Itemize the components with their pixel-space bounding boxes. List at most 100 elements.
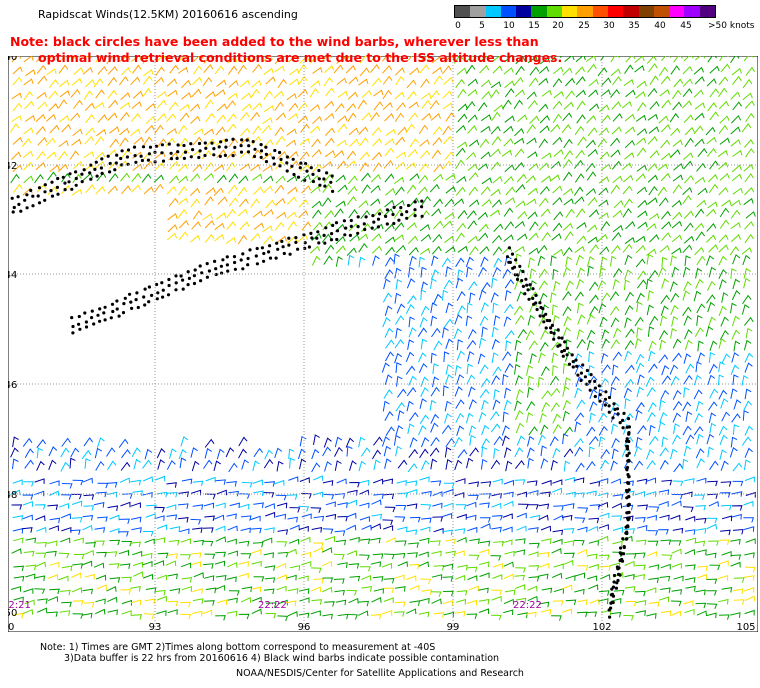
- wind-barb: [156, 574, 167, 581]
- wind-barb: [563, 540, 575, 546]
- wind-barb: [480, 458, 488, 470]
- wind-barb: [694, 222, 705, 232]
- wind-barb: [636, 327, 643, 338]
- wind-barb: [586, 314, 595, 325]
- legend-swatch: [546, 6, 563, 17]
- wind-barb: [540, 458, 549, 469]
- wind-barb: [658, 489, 670, 495]
- wind-barb: [262, 56, 273, 62]
- wind-barb: [720, 504, 732, 511]
- wind-barb: [334, 446, 343, 457]
- wind-barb: [538, 138, 548, 148]
- wind-barb: [624, 269, 633, 280]
- wind-barb: [166, 113, 176, 123]
- wind-barb: [661, 152, 672, 161]
- wind-barb: [683, 222, 694, 232]
- wind-barb: [133, 571, 144, 578]
- wind-barb: [742, 254, 751, 266]
- wind-barb: [682, 506, 694, 513]
- wind-barb: [589, 412, 596, 424]
- contamination-marker: [624, 525, 628, 529]
- wind-barb: [732, 315, 740, 327]
- contamination-marker: [579, 371, 584, 375]
- wind-barb: [358, 256, 366, 268]
- wind-barb: [610, 184, 620, 194]
- wind-barb: [562, 363, 569, 374]
- wind-barb: [120, 67, 132, 76]
- wind-barb: [492, 65, 503, 74]
- wind-barb: [264, 565, 276, 571]
- contamination-marker: [135, 291, 139, 295]
- wind-barb: [142, 561, 153, 567]
- wind-barb: [312, 491, 324, 498]
- wind-barb: [277, 615, 289, 622]
- wind-barb: [706, 234, 717, 243]
- wind-barb: [34, 478, 45, 484]
- wind-barb: [709, 160, 719, 170]
- wind-barb: [611, 597, 622, 604]
- wind-barb: [721, 199, 732, 207]
- wind-barb: [646, 449, 655, 460]
- wind-barb: [731, 513, 742, 520]
- wind-barb: [624, 139, 635, 149]
- contamination-marker: [550, 323, 555, 327]
- wind-barb: [405, 304, 415, 315]
- wind-barb: [226, 162, 236, 172]
- contamination-marker: [329, 238, 334, 242]
- wind-barb: [45, 113, 57, 122]
- wind-barb: [107, 460, 117, 471]
- contamination-marker: [100, 171, 104, 175]
- wind-barb: [564, 56, 575, 62]
- contamination-marker: [329, 180, 333, 184]
- wind-barb: [324, 112, 335, 121]
- wind-barb: [576, 100, 586, 110]
- contamination-marker: [563, 340, 567, 344]
- wind-barb: [576, 114, 586, 124]
- wind-barb: [252, 102, 263, 111]
- wind-barb: [660, 75, 671, 85]
- wind-barb: [589, 294, 599, 304]
- wind-barb: [453, 198, 465, 206]
- wind-barb: [624, 573, 635, 580]
- wind-barb: [598, 554, 610, 561]
- wind-barb: [311, 209, 322, 219]
- wind-barb: [46, 68, 57, 76]
- wind-barb: [275, 197, 286, 206]
- wind-barb: [721, 515, 733, 522]
- contamination-marker: [579, 378, 583, 383]
- wind-barb: [46, 151, 57, 160]
- wind-barb: [465, 315, 473, 327]
- wind-barb: [322, 446, 332, 457]
- wind-barb: [514, 162, 525, 171]
- wind-barb: [505, 460, 513, 472]
- wind-barb: [442, 160, 453, 170]
- wind-barb: [393, 234, 405, 242]
- wind-barb: [408, 246, 419, 256]
- wind-barb: [409, 173, 420, 181]
- wind-barb: [514, 220, 525, 229]
- wind-barb: [637, 210, 648, 218]
- wind-barb: [621, 100, 632, 109]
- wind-barb: [635, 590, 646, 597]
- wind-barb: [297, 75, 308, 86]
- legend-tick-label: 30: [603, 21, 615, 31]
- legend-tick-label: 35: [628, 21, 640, 31]
- wind-barb: [457, 305, 466, 316]
- wind-barb: [598, 127, 610, 136]
- wind-barb: [743, 500, 754, 507]
- wind-barb: [59, 114, 70, 123]
- wind-barb: [348, 127, 359, 136]
- wind-barb: [312, 221, 323, 231]
- wind-barb: [22, 608, 34, 615]
- wind-barb: [334, 530, 346, 536]
- wind-barb: [406, 529, 418, 535]
- wind-barb: [721, 550, 732, 557]
- wind-barb: [610, 149, 621, 158]
- wind-barb: [586, 460, 596, 471]
- wind-barb: [721, 411, 731, 422]
- contamination-marker: [299, 161, 303, 165]
- wind-barb: [695, 527, 707, 534]
- wind-barb: [321, 56, 332, 61]
- wind-barb: [431, 550, 442, 557]
- wind-barb: [563, 138, 573, 149]
